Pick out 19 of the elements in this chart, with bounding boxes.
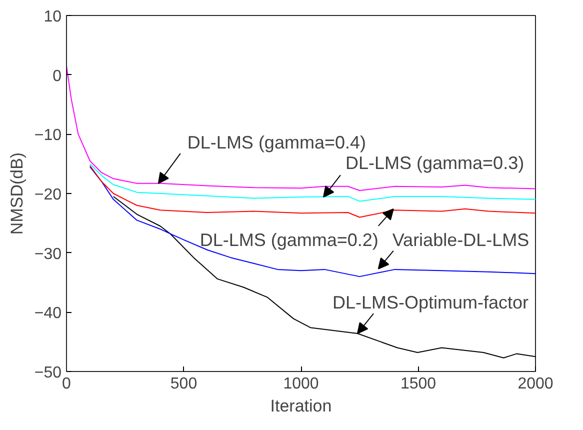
x-tick-label: 1000 [283, 376, 319, 392]
x-tick-label: 2000 [518, 376, 554, 392]
y-tick-label: 10 [44, 8, 62, 26]
annotation: DL-LMS (gamma=0.3) [346, 153, 524, 174]
y-tick-label: −30 [34, 246, 62, 263]
x-tick-label: 500 [170, 376, 198, 392]
annotation: Variable-DL-LMS [392, 230, 530, 250]
y-tick-label: −50 [34, 364, 62, 382]
x-axis-title: Iteration [270, 396, 332, 416]
annotation: DL-LMS-Optimum-factor [332, 292, 529, 313]
y-tick-label: −20 [34, 186, 62, 204]
y-axis-title: NMSD(dB) [7, 152, 26, 235]
annotation: DL-LMS (gamma=0.2) [200, 230, 378, 250]
y-tick-label: 0 [52, 68, 62, 85]
x-tick-label: 1500 [400, 376, 436, 392]
annotation: DL-LMS (gamma=0.4) [187, 132, 366, 152]
y-tick-label: −40 [34, 305, 62, 322]
line-series [112, 196, 536, 358]
y-tick-label: −10 [34, 127, 62, 144]
